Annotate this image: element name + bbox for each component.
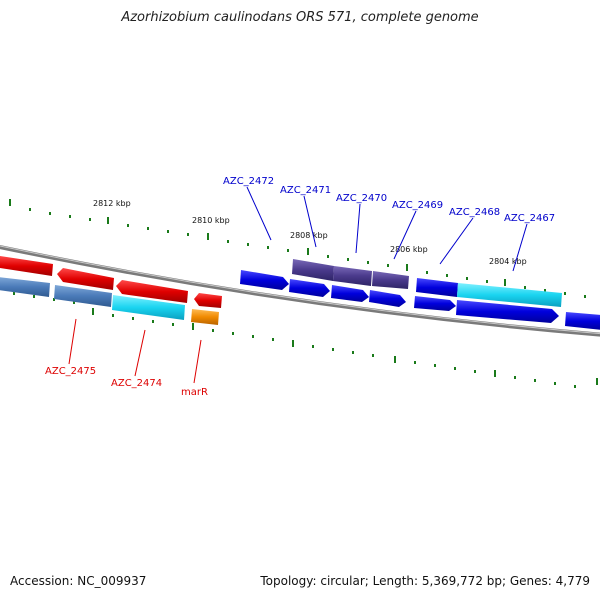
gene-label-marR[interactable]: marR — [181, 387, 208, 398]
gene-arrow-blue-AZC-2472[interactable] — [240, 270, 289, 290]
gene-arrow-blue-5[interactable] — [414, 296, 456, 311]
gene-label-AZC-2467[interactable]: AZC_2467 — [504, 213, 555, 224]
genome-backbone — [0, 244, 600, 337]
ruler-label-2804: 2804 kbp — [489, 257, 527, 266]
gene-label-AZC-2469[interactable]: AZC_2469 — [392, 200, 443, 211]
gene-box-purple-AZC-2470[interactable] — [333, 266, 372, 286]
gene-box-purple-AZC-2471[interactable] — [292, 259, 334, 281]
ruler-label-2812: 2812 kbp — [93, 199, 131, 208]
gene-arrow-blue-3[interactable] — [331, 285, 369, 302]
gene-arrow-red-2[interactable] — [57, 268, 114, 290]
gene-box-blue-edge[interactable] — [565, 312, 600, 330]
gene-label-AZC-2472[interactable]: AZC_2472 — [223, 176, 274, 187]
gene-box-steel-1[interactable] — [0, 277, 50, 297]
blue-label-leaders — [246, 186, 528, 272]
gene-arrow-blue-4[interactable] — [369, 290, 406, 307]
gene-arrow-red-4[interactable] — [194, 293, 222, 308]
gene-box-blue-AZC-2468[interactable] — [416, 278, 458, 297]
topology-stats-text: Topology: circular; Length: 5,369,772 bp… — [260, 574, 590, 588]
gene-arrow-red-3[interactable] — [116, 280, 188, 303]
gene-label-AZC-2471[interactable]: AZC_2471 — [280, 185, 331, 196]
accession-text: Accession: NC_009937 — [10, 574, 147, 588]
gene-box-cyan-AZC-2474[interactable] — [112, 295, 185, 320]
gene-box-cyan-AZC-2467[interactable] — [457, 283, 562, 307]
genome-backbone-highlight — [0, 245, 600, 335]
ruler-label-2806: 2806 kbp — [390, 245, 428, 254]
gene-box-steel-2[interactable] — [54, 285, 112, 307]
ruler-label-2810: 2810 kbp — [192, 216, 230, 225]
gene-label-AZC-2470[interactable]: AZC_2470 — [336, 193, 387, 204]
outer-tick-ring — [9, 199, 586, 298]
red-label-leaders — [68, 318, 202, 384]
gene-arrow-blue-2[interactable] — [289, 279, 330, 297]
inner-tick-ring — [13, 292, 598, 388]
ruler-label-2808: 2808 kbp — [290, 231, 328, 240]
gene-box-orange-marR[interactable] — [191, 309, 219, 325]
gene-label-AZC-2474[interactable]: AZC_2474 — [111, 378, 162, 389]
gene-label-AZC-2475[interactable]: AZC_2475 — [45, 366, 96, 377]
gene-arrow-red-1[interactable] — [0, 256, 53, 276]
gene-box-purple-AZC-2469[interactable] — [372, 271, 409, 289]
gene-arrow-blue-6[interactable] — [456, 300, 559, 323]
gene-label-AZC-2468[interactable]: AZC_2468 — [449, 207, 500, 218]
genome-title: Azorhizobium caulinodans ORS 571, comple… — [121, 10, 479, 25]
